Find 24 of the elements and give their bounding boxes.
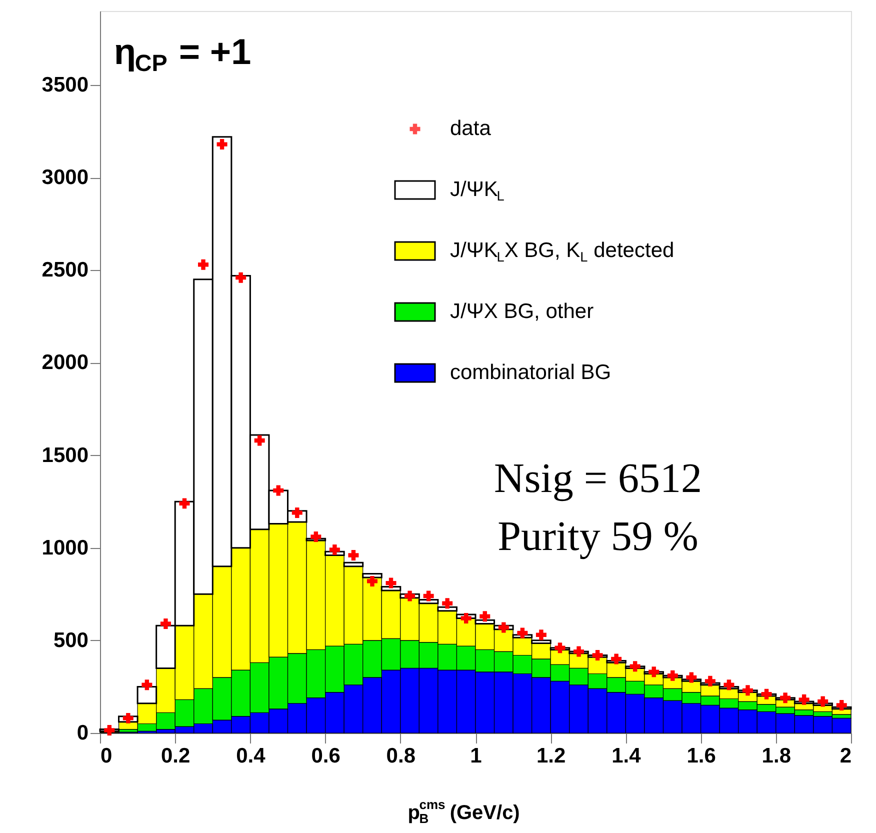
y-tick-label: 3000 — [42, 166, 88, 190]
x-tick-label: 1.2 — [536, 744, 566, 768]
x-tick-label: 0.8 — [386, 744, 416, 768]
y-tick-label: 1500 — [42, 444, 88, 467]
x-tick-label: 1.4 — [612, 744, 642, 768]
y-tick-label: 2000 — [42, 351, 88, 374]
x-tick-label: 2 — [840, 744, 852, 768]
x-tick-label: 1.6 — [686, 744, 716, 768]
x-tick-label: 1 — [470, 744, 482, 768]
x-tick-label: 0.4 — [236, 744, 266, 768]
annotation: Nsig = 6512 — [494, 456, 702, 502]
y-tick-label: 3500 — [42, 74, 88, 97]
y-tick-label: 0 — [76, 722, 88, 744]
y-tick-label: 2500 — [42, 258, 88, 282]
x-tick-label: 0 — [100, 744, 112, 768]
legend-label: data — [450, 117, 492, 140]
legend-label: combinatorial BG — [450, 361, 612, 384]
x-tick-label: 0.6 — [311, 744, 340, 768]
y-tick-label: 1000 — [42, 536, 88, 560]
annotation: Purity 59 % — [498, 514, 698, 560]
legend-label: J/ΨX BG, other — [450, 300, 594, 323]
x-tick-label: 1.8 — [762, 744, 792, 768]
x-tick-label: 0.2 — [161, 744, 190, 768]
y-tick-label: 500 — [53, 628, 88, 652]
